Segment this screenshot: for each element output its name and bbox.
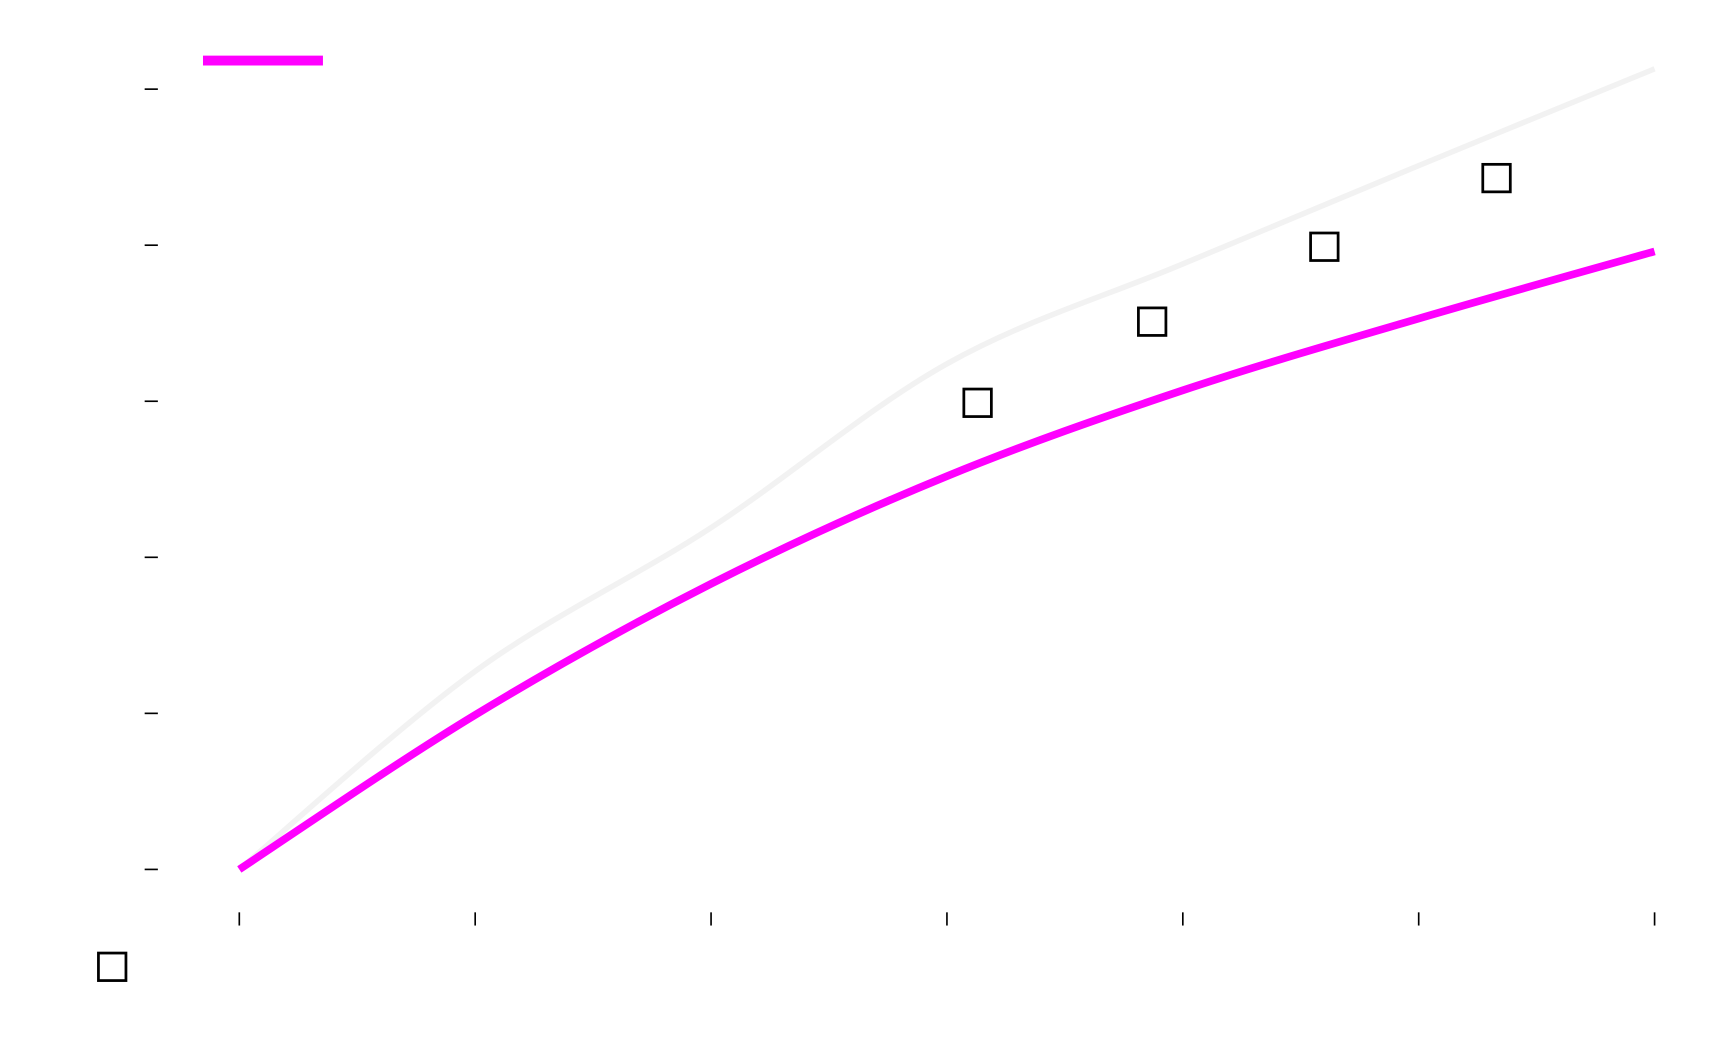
marker <box>1137 306 1168 337</box>
line <box>237 66 1656 872</box>
plot <box>97 55 1656 982</box>
marker <box>1481 162 1512 194</box>
line <box>237 247 1656 873</box>
legend-marker <box>97 951 128 982</box>
marker <box>1309 231 1340 262</box>
marker <box>962 387 993 418</box>
